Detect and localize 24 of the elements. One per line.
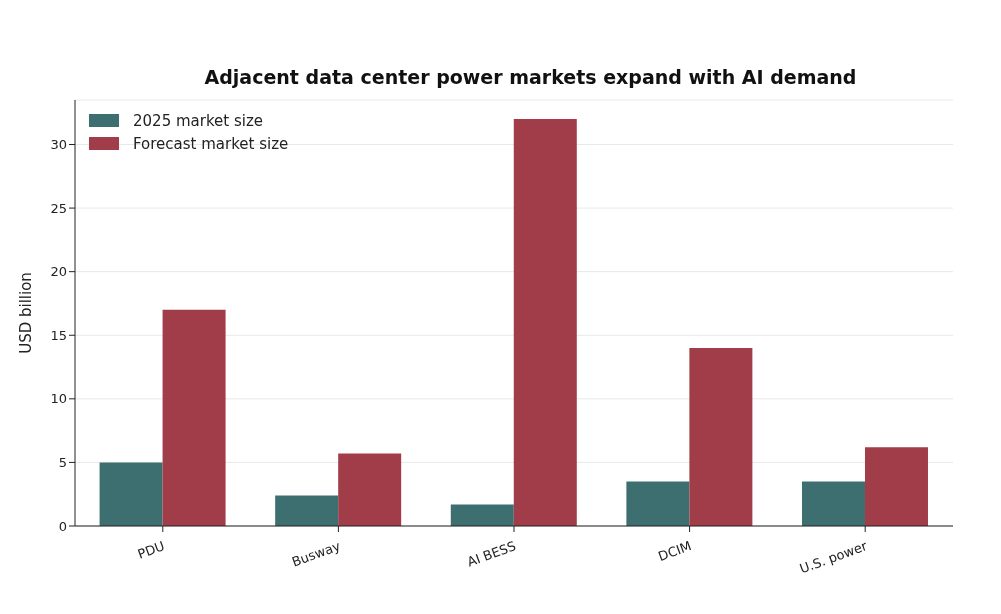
x-tick-label: PDU [135, 538, 167, 562]
legend-label: Forecast market size [133, 134, 289, 153]
bar [162, 309, 226, 526]
x-tick-label: DCIM [656, 538, 694, 565]
x-tick-label: AI BESS [465, 538, 518, 570]
y-tick-label: 20 [50, 264, 67, 280]
legend-label: 2025 market size [133, 111, 264, 130]
bar [99, 462, 163, 526]
bar [864, 447, 928, 526]
bar [801, 481, 865, 526]
y-axis-title: USD billion [17, 272, 36, 354]
y-tick-label: 25 [50, 200, 67, 216]
bar [275, 495, 339, 526]
y-tick-label: 30 [50, 137, 67, 153]
bar [626, 481, 690, 526]
chart-title: Adjacent data center power markets expand with AI demand [203, 66, 858, 88]
bar [689, 347, 753, 526]
y-tick-label: 10 [50, 391, 67, 407]
y-tick-label: 0 [58, 518, 67, 534]
bar [513, 119, 577, 526]
y-tick-label: 5 [58, 455, 67, 471]
bar [450, 504, 514, 526]
bar [338, 453, 402, 526]
y-tick-label: 15 [50, 327, 67, 343]
